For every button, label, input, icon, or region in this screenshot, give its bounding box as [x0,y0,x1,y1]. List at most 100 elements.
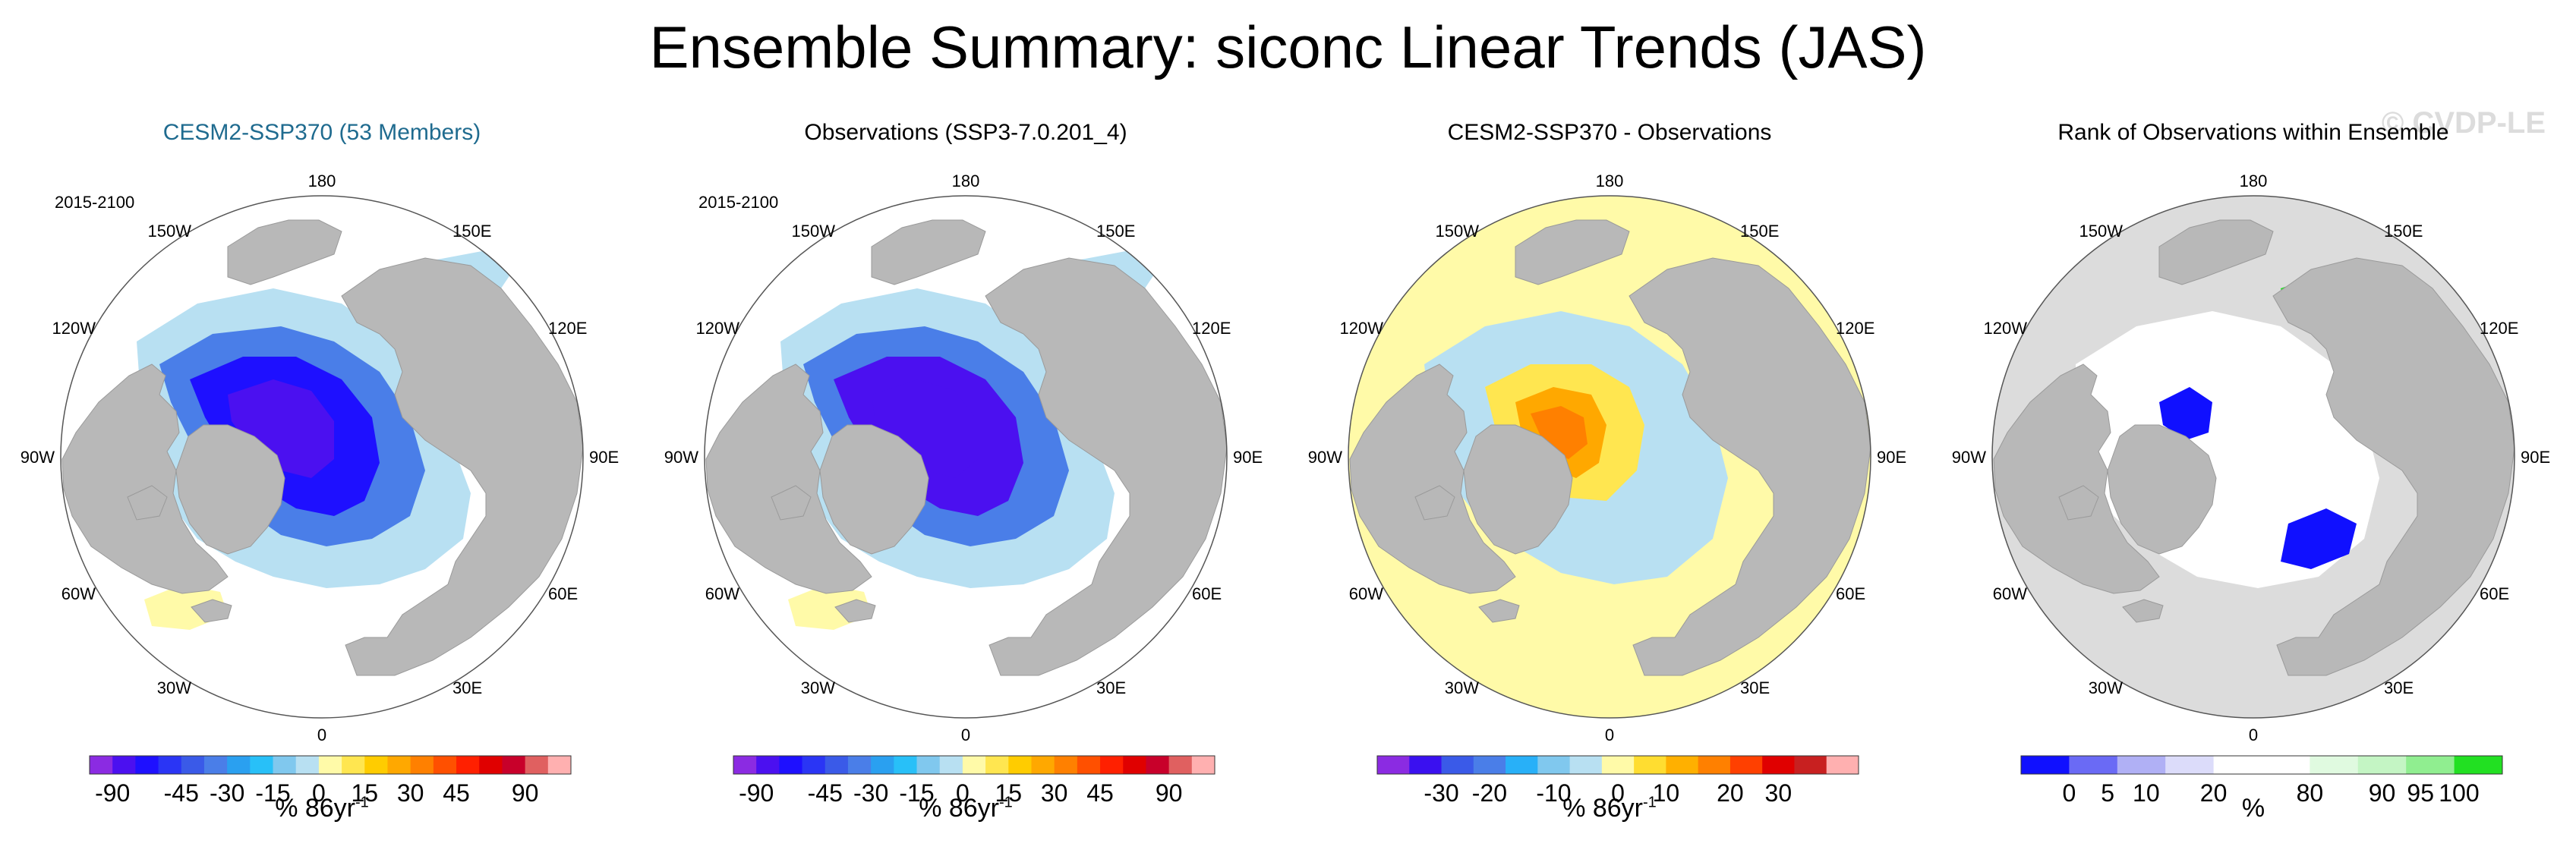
colorbar-tick-label: -45 [808,779,843,807]
colorbar-tick-label: -30 [853,779,888,807]
colorbar-bin [433,756,457,774]
colorbar-bin [112,756,136,774]
colorbar-bin [1569,756,1603,774]
ice-core [872,379,978,478]
longitude-label: 150W [792,222,836,241]
panel-title: Rank of Observations within Ensemble [2057,120,2449,145]
longitude-label: 30W [801,678,835,697]
colorbar-bin [939,756,963,774]
colorbar-bin [1123,756,1146,774]
longitude-label: 0 [2249,725,2258,744]
colorbar-bin [502,756,526,774]
longitude-label: 180 [2240,172,2268,190]
longitude-label: 60W [705,584,739,603]
panel-title: Observations (SSP3-7.0.201_4) [804,120,1127,145]
land-alaska [2158,219,2274,285]
colorbar-bin [2357,756,2407,774]
map-boundary [704,195,1228,719]
colorbar-bin [1634,756,1666,774]
panel-difference: CESM2-SSP370 - Observations 180 0 90W 90E 15… [1288,114,1931,856]
longitude-label: 60W [1349,584,1383,603]
colorbar-tick-label: 100 [2439,779,2479,807]
colorbar-tick-label: 30 [397,779,424,807]
longitude-label: 120W [1340,319,1384,338]
rank-blue-arc [2281,508,2357,569]
land-islands [771,485,812,521]
longitude-label: 150E [2384,222,2423,241]
colorbar-tick-label: 0 [1611,779,1625,807]
colorbar-tick-label: -45 [164,779,199,807]
longitude-label: 30W [1445,678,1479,697]
colorbar-bin [181,756,205,774]
colorbar-bin [2165,756,2215,774]
map-boundary [60,195,584,719]
longitude-label: 120E [548,319,587,338]
colorbar-bin [2262,756,2310,774]
colorbar-bin [1666,756,1699,774]
longitude-label: 150W [148,222,192,241]
colorbar-bin [1537,756,1571,774]
map-layer [1992,196,2515,718]
longitude-label: 120W [1984,319,2028,338]
colorbar-bin [2021,756,2070,774]
land-islands [1414,485,1455,521]
colorbar-bin [158,756,182,774]
colorbar-bin [756,756,780,774]
colorbar-bin [1409,756,1442,774]
colorbar-tick-label: 15 [995,779,1022,807]
colorbar-tick-label: 45 [1086,779,1114,807]
colorbar-bin [733,756,757,774]
longitude-label: 90E [1233,448,1263,467]
longitude-label: 150E [1740,222,1779,241]
land-canada [1349,363,1516,594]
colorbar-bin [1031,756,1055,774]
colorbar-bin [916,756,941,774]
colorbar-bin [1146,756,1170,774]
colorbar-bin [2213,756,2262,774]
colorbar-bin [1698,756,1731,774]
land-canada [61,363,229,594]
longitude-label: 90E [589,448,619,467]
longitude-label: 90E [2521,448,2550,467]
longitude-label: 150W [1436,222,1480,241]
longitude-label: 0 [1605,725,1614,744]
colorbar-bin [410,756,434,774]
longitude-label: 30W [157,678,191,697]
colorbar-bin [364,756,388,774]
colorbar-units: % 86yr-1 [275,794,369,823]
period-label: 2015-2100 [55,193,135,212]
longitude-label: 120W [696,319,740,338]
colorbar: -90 -45 -30 -15 0 15 30 45 90 [89,755,572,807]
colorbar-bin [779,756,803,774]
colorbar-bin [525,756,549,774]
colorbar: -30 -20 -10 0 10 20 30 [1376,755,1859,807]
longitude-label: 60E [1836,584,1865,603]
colorbar-tick-label: -30 [210,779,244,807]
colorbar-frame [1376,755,1859,775]
land-iceland [1478,599,1520,623]
land-greenland [1463,424,1573,555]
map-layer [705,196,1227,718]
longitude-label: 30E [1096,678,1126,697]
colorbar-tick-label: 0 [956,779,970,807]
land-alaska [1515,219,1630,285]
colorbar-units: % 86yr-1 [1562,794,1657,823]
figure-title: Ensemble Summary: siconc Linear Trends (… [649,14,1927,80]
longitude-label: 0 [317,725,326,744]
land-eurasia [341,257,583,676]
colorbar-tick-label: 0 [2063,779,2076,807]
land-iceland [834,599,876,623]
longitude-label: 30W [2089,678,2123,697]
colorbar-bin [1054,756,1078,774]
colorbar-tick-label: -15 [899,779,934,807]
colorbar-bin [1826,756,1859,774]
longitude-label: 30E [1740,678,1770,697]
colorbar-bin [295,756,320,774]
colorbar-bin [1441,756,1474,774]
diff-core [1531,406,1588,459]
longitude-label: 90W [1308,448,1342,467]
panel-title: CESM2-SSP370 (53 Members) [162,120,481,145]
colorbar-bin [1794,756,1827,774]
longitude-label: 0 [961,725,970,744]
longitude-label: 150E [452,222,491,241]
